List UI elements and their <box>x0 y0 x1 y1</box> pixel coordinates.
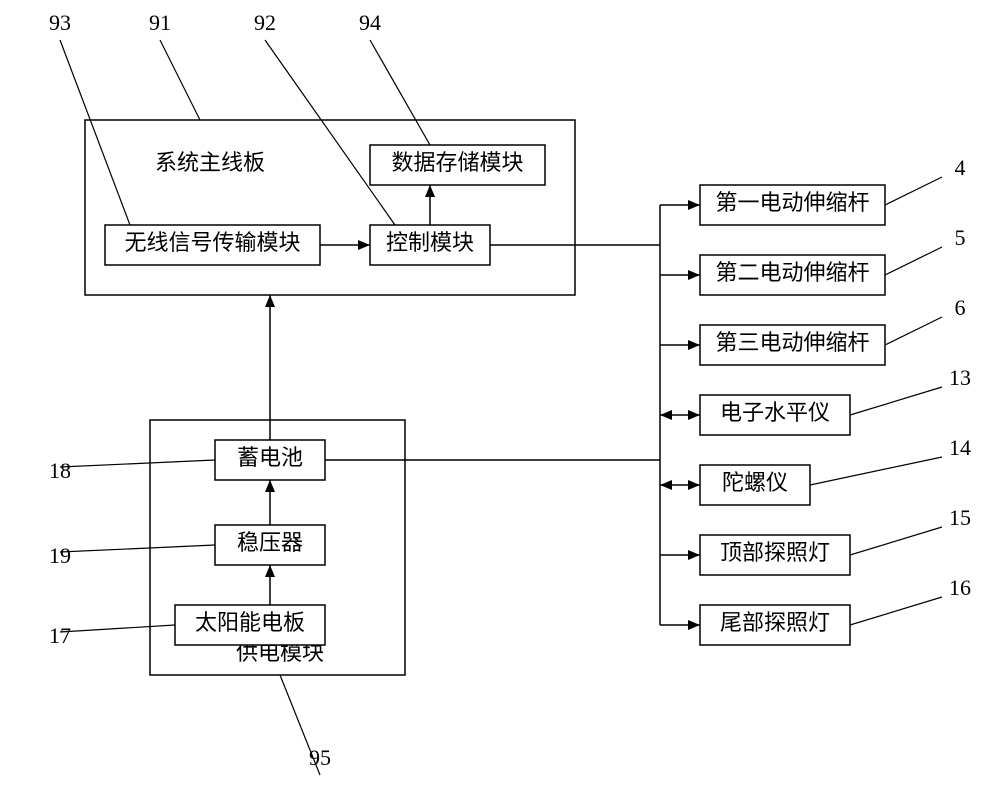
ref-battery: 18 <box>49 458 71 483</box>
label-taillt: 尾部探照灯 <box>720 610 830 635</box>
lead-rod3 <box>885 317 942 345</box>
ref-storage: 94 <box>359 10 381 35</box>
ref-wireless: 93 <box>49 10 71 35</box>
label-solar: 太阳能电板 <box>195 610 305 635</box>
lead-wireless <box>60 40 130 225</box>
label-storage: 数据存储模块 <box>391 150 523 175</box>
lead-taillt <box>850 597 942 625</box>
ref-solar: 17 <box>49 623 71 648</box>
ref-rod2: 5 <box>955 225 966 250</box>
label-gyro: 陀螺仪 <box>722 470 788 495</box>
lead-rod2 <box>885 247 942 275</box>
lead-regulator <box>60 545 215 552</box>
label-battery: 蓄电池 <box>237 445 303 470</box>
ref-regulator: 19 <box>49 543 71 568</box>
label-regulator: 稳压器 <box>237 530 303 555</box>
label-rod3: 第三电动伸缩杆 <box>715 330 869 355</box>
ref-rod3: 6 <box>955 295 966 320</box>
ref-toplt: 15 <box>949 505 971 530</box>
lead-mainboard <box>160 40 200 120</box>
ref-control: 92 <box>254 10 276 35</box>
lead-rod1 <box>885 177 942 205</box>
label-control: 控制模块 <box>386 230 474 255</box>
title-mainboard: 系统主线板 <box>155 150 265 175</box>
lead-solar <box>60 625 175 632</box>
ref-power: 95 <box>309 745 331 770</box>
label-level: 电子水平仪 <box>720 400 830 425</box>
ref-taillt: 16 <box>949 575 971 600</box>
ref-gyro: 14 <box>949 435 971 460</box>
label-rod1: 第一电动伸缩杆 <box>715 190 869 215</box>
ref-mainboard: 91 <box>149 10 171 35</box>
block-diagram: 系统主线板91供电模块95无线信号传输模块93控制模块92数据存储模块94蓄电池… <box>0 0 1000 787</box>
label-toplt: 顶部探照灯 <box>720 540 830 565</box>
ref-rod1: 4 <box>955 155 966 180</box>
ref-level: 13 <box>949 365 971 390</box>
lead-toplt <box>850 527 942 555</box>
lead-battery <box>60 460 215 467</box>
label-rod2: 第二电动伸缩杆 <box>715 260 869 285</box>
lead-storage <box>370 40 430 145</box>
lead-level <box>850 387 942 415</box>
lead-gyro <box>810 457 942 485</box>
lead-control <box>265 40 395 225</box>
label-wireless: 无线信号传输模块 <box>124 230 300 255</box>
